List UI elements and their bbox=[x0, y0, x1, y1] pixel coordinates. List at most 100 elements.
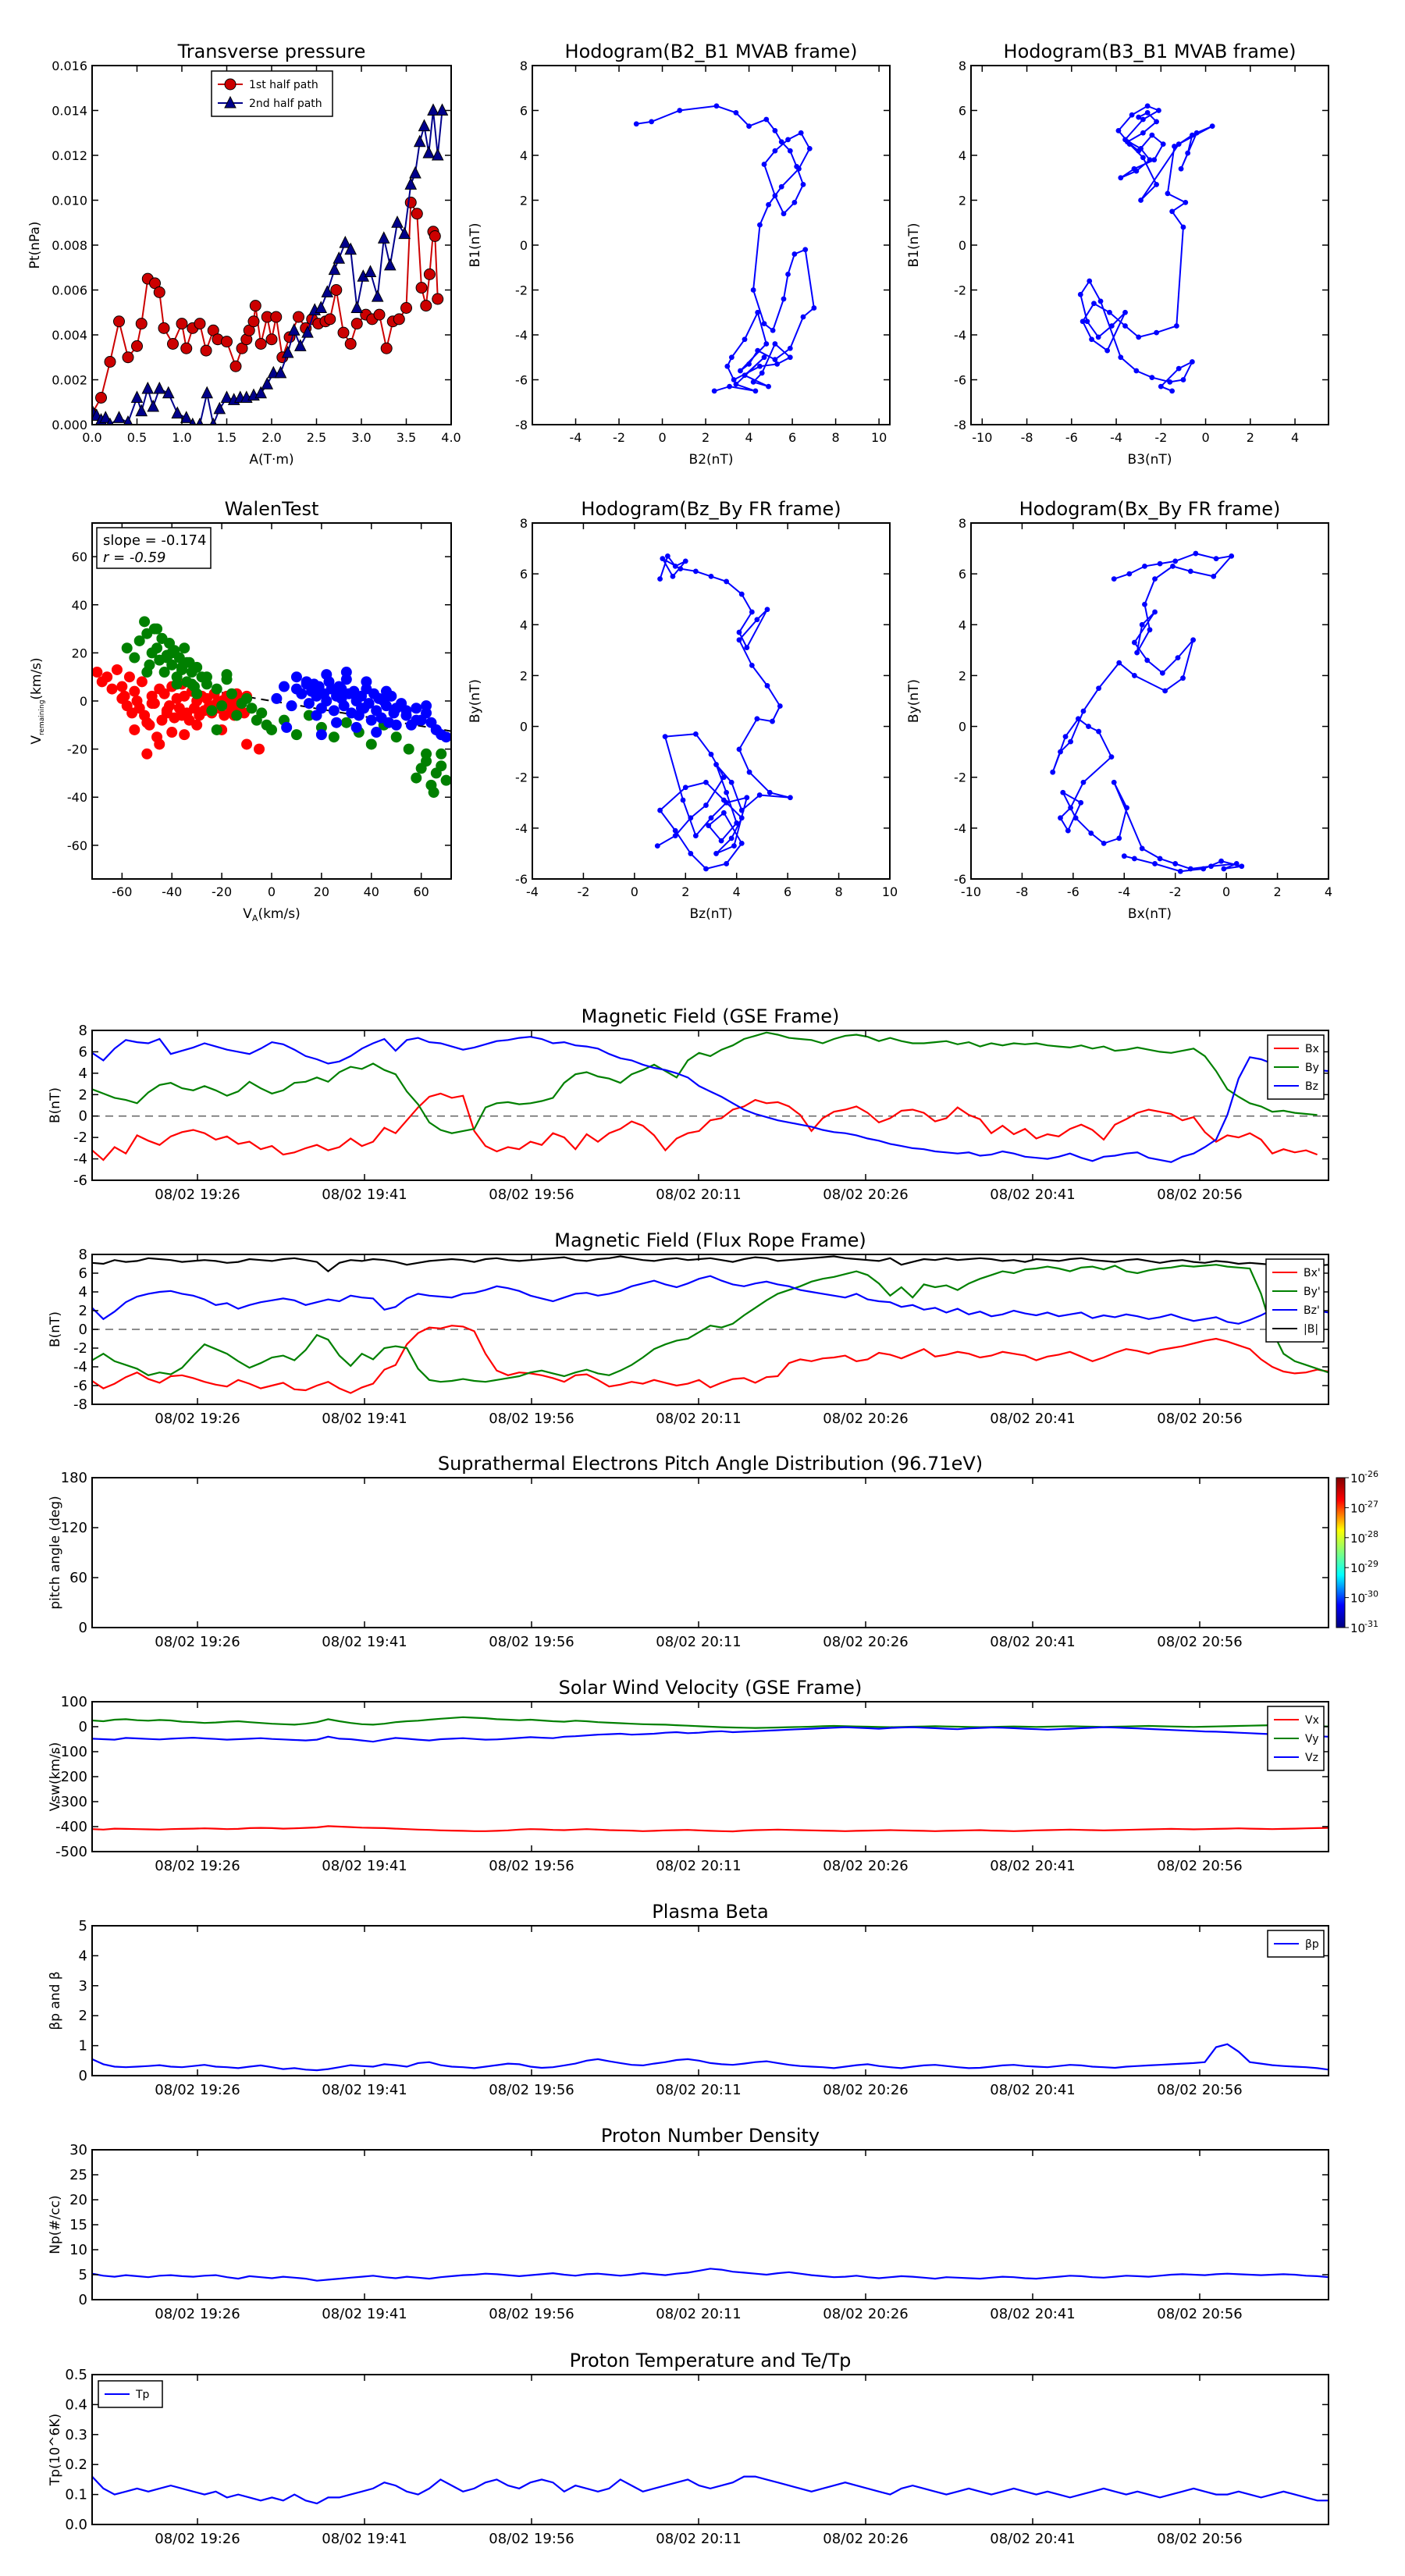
x-tick-label: -10 bbox=[961, 884, 981, 899]
plot-frame bbox=[970, 522, 1329, 880]
data-point-1-52 bbox=[422, 146, 436, 158]
data-point-0-12 bbox=[736, 629, 742, 635]
data-point-1-35 bbox=[321, 285, 334, 297]
x-tick-label: -2 bbox=[577, 884, 589, 899]
data-point-0-40 bbox=[1091, 301, 1097, 307]
y-tick-label: 40 bbox=[72, 598, 87, 613]
data-point-0-45 bbox=[774, 361, 781, 367]
plot-area bbox=[92, 2043, 1329, 2072]
data-point-0-18 bbox=[764, 683, 770, 688]
data-point-0-47 bbox=[731, 843, 737, 849]
x-tick-label: 2 bbox=[1247, 430, 1254, 445]
series-line-2 bbox=[92, 1036, 1329, 1163]
data-point-1-12 bbox=[162, 386, 175, 399]
legend: Bx' By' Bz' |B| bbox=[1265, 1258, 1325, 1343]
data-point-0-46 bbox=[713, 851, 719, 856]
data-point-0-4 bbox=[1172, 558, 1179, 564]
legend-label: Vy bbox=[1305, 1733, 1319, 1745]
series-line-0 bbox=[92, 1825, 1329, 1833]
data-point-0-39 bbox=[672, 827, 678, 834]
y-tick-label: 60 bbox=[72, 550, 87, 564]
data-point-0-2 bbox=[677, 108, 683, 113]
data-point-1-34 bbox=[315, 301, 328, 313]
x-tick-label: 08/02 20:11 bbox=[656, 2306, 741, 2322]
data-point-0-20 bbox=[1126, 141, 1133, 148]
data-point-0-66 bbox=[146, 698, 158, 710]
data-point-1-47 bbox=[398, 226, 411, 240]
x-tick-label: -6 bbox=[1065, 430, 1078, 445]
data-point-0-36 bbox=[746, 361, 752, 367]
data-point-0-40 bbox=[1078, 799, 1084, 806]
data-point-0-40 bbox=[657, 807, 663, 813]
legend-label: By bbox=[1305, 1062, 1319, 1074]
data-point-0-21 bbox=[1190, 637, 1197, 643]
plot-area bbox=[92, 2268, 1329, 2282]
x-tick-label: 08/02 19:56 bbox=[489, 2531, 574, 2547]
data-point-1-39 bbox=[344, 242, 357, 255]
series-line-0 bbox=[1051, 553, 1243, 873]
data-point-1-1 bbox=[129, 652, 140, 664]
y-tick-label: 0 bbox=[79, 1108, 87, 1125]
chart-title: Hodogram(B3_B1 MVAB frame) bbox=[1004, 41, 1297, 62]
data-point-0-7 bbox=[1160, 141, 1166, 148]
data-point-1-30 bbox=[287, 323, 301, 336]
legend-marker bbox=[224, 78, 237, 91]
x-tick-label: 08/02 20:41 bbox=[990, 1187, 1075, 1203]
x-axis-label: B2(nT) bbox=[689, 452, 734, 468]
legend-label: Tp bbox=[135, 2389, 150, 2401]
data-point-0-56 bbox=[129, 724, 140, 735]
data-point-1-27 bbox=[206, 705, 218, 717]
data-point-0-3 bbox=[113, 315, 125, 328]
data-point-1-43 bbox=[371, 290, 384, 302]
x-tick-label: 2 bbox=[681, 884, 689, 899]
data-point-0-28 bbox=[1193, 130, 1200, 136]
data-point-0-39 bbox=[337, 326, 350, 339]
data-point-0-54 bbox=[1167, 379, 1173, 385]
data-point-0-53 bbox=[1233, 861, 1240, 866]
x-tick-label: 08/02 20:41 bbox=[990, 2306, 1075, 2322]
data-point-0-57 bbox=[703, 802, 709, 808]
data-point-0-17 bbox=[749, 663, 755, 668]
data-point-1-20 bbox=[220, 390, 233, 403]
y-axis-label: B1(nT) bbox=[906, 223, 922, 268]
data-point-0-35 bbox=[1173, 323, 1179, 329]
y-tick-label: -6 bbox=[73, 1378, 87, 1394]
data-point-0-51 bbox=[742, 372, 748, 379]
data-point-2-56 bbox=[340, 667, 352, 678]
data-point-0-14 bbox=[772, 193, 778, 199]
y-tick-label: 0 bbox=[79, 1322, 87, 1338]
y-tick-label: 10 bbox=[69, 2242, 87, 2258]
y-tick-label: 180 bbox=[61, 1470, 87, 1486]
y-tick-label: 1 bbox=[79, 2038, 87, 2055]
data-point-0-2 bbox=[104, 356, 116, 368]
data-point-0-49 bbox=[724, 799, 730, 806]
x-tick-label: 08/02 20:26 bbox=[823, 2082, 908, 2098]
data-point-0-65 bbox=[241, 738, 253, 750]
legend: Bx By Bz bbox=[1267, 1034, 1325, 1100]
data-point-0-32 bbox=[1183, 199, 1189, 205]
data-point-0-49 bbox=[750, 379, 756, 385]
data-point-0-22 bbox=[158, 688, 170, 699]
data-point-0-21 bbox=[778, 183, 784, 190]
data-point-0-60 bbox=[1131, 856, 1137, 862]
data-point-0-44 bbox=[1122, 309, 1128, 315]
data-point-1-61 bbox=[171, 678, 183, 690]
data-point-1-54 bbox=[431, 148, 444, 161]
data-point-1-2 bbox=[133, 635, 145, 646]
y-tick-label: 8 bbox=[79, 1247, 87, 1263]
data-point-0-50 bbox=[1097, 298, 1104, 304]
y-tick-label: 0.0 bbox=[65, 2517, 87, 2533]
y-axis-label: B1(nT) bbox=[468, 223, 483, 268]
data-point-0-27 bbox=[1178, 165, 1184, 172]
data-point-1-57 bbox=[440, 774, 451, 786]
series-line-1 bbox=[92, 1031, 1318, 1134]
y-tick-label: -6 bbox=[73, 1172, 87, 1189]
x-tick-label: 3.0 bbox=[351, 430, 371, 445]
data-point-0-29 bbox=[791, 251, 798, 257]
data-point-0-4 bbox=[122, 351, 134, 364]
data-point-0-59 bbox=[672, 833, 678, 839]
data-point-0-13 bbox=[180, 342, 193, 354]
legend-label: Bx' bbox=[1304, 1267, 1321, 1279]
x-tick-label: 08/02 19:41 bbox=[322, 1187, 407, 1203]
series-line-0 bbox=[92, 1325, 1329, 1394]
